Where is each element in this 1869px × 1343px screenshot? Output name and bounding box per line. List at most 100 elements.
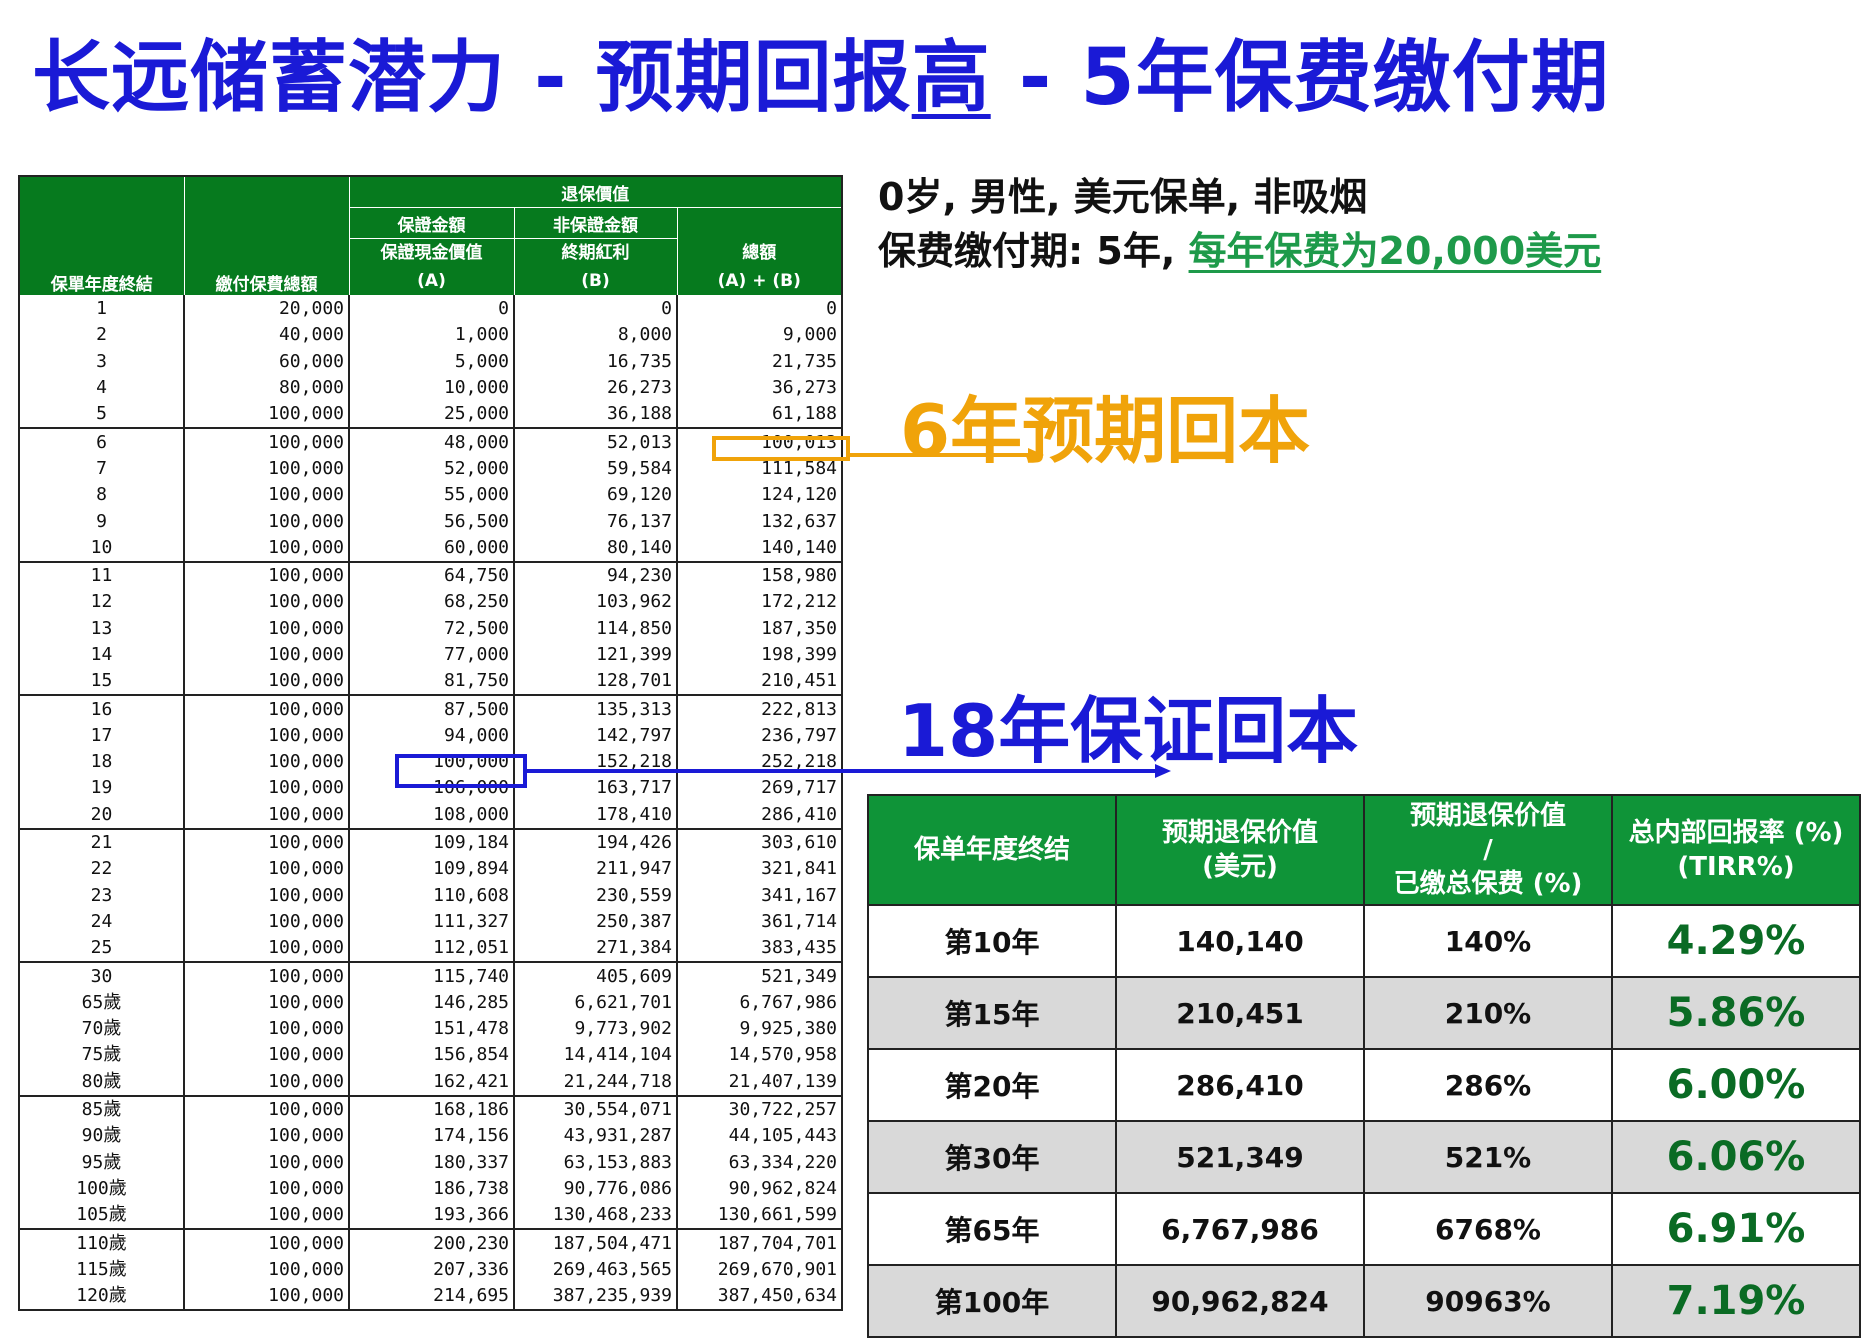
cell-year-end: 22	[18, 856, 185, 883]
table-row: 15 100,000 81,750 128,701 210,451	[18, 668, 843, 697]
summary-cell-year: 第20年	[867, 1048, 1117, 1122]
cell-guaranteed-cash-value: 162,421	[348, 1068, 515, 1097]
cell-total: 36,273	[676, 374, 843, 402]
cell-guaranteed-cash-value: 193,366	[348, 1202, 515, 1231]
title-suffix: - 5年保费缴付期	[990, 33, 1610, 123]
cell-terminal-bonus: 43,931,287	[513, 1123, 678, 1150]
cell-year-end: 5	[18, 401, 185, 430]
cell-total-premium: 100,000	[183, 1068, 350, 1097]
summary-row: 第65年 6,767,986 6768% 6.91%	[867, 1192, 1861, 1266]
blue-arrow-icon	[525, 764, 1171, 778]
table-row: 70歲 100,000 151,478 9,773,902 9,925,380	[18, 1016, 843, 1043]
cell-total-premium: 100,000	[183, 641, 350, 669]
table-row: 8 100,000 55,000 69,120 124,120	[18, 482, 843, 509]
table-row: 80歲 100,000 162,421 21,244,718 21,407,139	[18, 1068, 843, 1097]
header-total-formula: (A) + (B)	[717, 271, 801, 291]
cell-total: 21,735	[676, 348, 843, 375]
cell-terminal-bonus: 94,230	[513, 561, 678, 590]
cell-total-premium: 100,000	[183, 1282, 350, 1312]
summary-header-ratio-line: /	[1483, 835, 1493, 865]
summary-header-ratio-line: 已缴总保费 (%)	[1393, 869, 1583, 899]
policy-info: 0岁, 男性, 美元保单, 非吸烟 保费缴付期: 5年, 每年保费为20,000…	[878, 170, 1601, 278]
cell-total: 9,925,380	[676, 1016, 843, 1043]
cell-year-end: 75歲	[18, 1042, 185, 1069]
cell-terminal-bonus: 269,463,565	[513, 1256, 678, 1283]
cell-year-end: 8	[18, 482, 185, 509]
summary-cell-value: 6,767,986	[1115, 1192, 1365, 1266]
cell-guaranteed-cash-value: 115,740	[348, 962, 515, 990]
cell-total: 90,962,824	[676, 1175, 843, 1203]
table-row: 9 100,000 56,500 76,137 132,637	[18, 508, 843, 535]
cell-terminal-bonus: 52,013	[513, 428, 678, 456]
table-row: 17 100,000 94,000 142,797 236,797	[18, 722, 843, 750]
cell-year-end: 3	[18, 348, 185, 375]
cell-terminal-bonus: 16,735	[513, 348, 678, 375]
cell-terminal-bonus: 163,717	[513, 775, 678, 802]
cell-terminal-bonus: 30,554,071	[513, 1095, 678, 1124]
cell-year-end: 10	[18, 534, 185, 563]
header-gcv-label: 保證現金價值	[380, 243, 483, 263]
cell-total: 210,451	[676, 668, 843, 697]
cell-year-end: 7	[18, 455, 185, 483]
summary-cell-ratio: 90963%	[1363, 1264, 1613, 1338]
table-row: 110歲 100,000 200,230 187,504,471 187,704,701	[18, 1229, 843, 1257]
cell-total: 187,704,701	[676, 1229, 843, 1257]
table-row: 90歲 100,000 174,156 43,931,287 44,105,443	[18, 1123, 843, 1150]
cell-terminal-bonus: 63,153,883	[513, 1149, 678, 1176]
cell-total: 187,350	[676, 615, 843, 642]
table-row: 21 100,000 109,184 194,426 303,610	[18, 828, 843, 857]
cell-total: 341,167	[676, 882, 843, 909]
cell-total: 63,334,220	[676, 1149, 843, 1176]
cell-guaranteed-cash-value: 186,738	[348, 1175, 515, 1203]
cell-guaranteed-cash-value: 56,500	[348, 508, 515, 535]
cell-total: 140,140	[676, 534, 843, 563]
cell-year-end: 110歲	[18, 1229, 185, 1257]
cell-year-end: 11	[18, 561, 185, 590]
cell-total-premium: 100,000	[183, 1202, 350, 1231]
cell-year-end: 100歲	[18, 1175, 185, 1203]
summary-row: 第15年 210,451 210% 5.86%	[867, 976, 1861, 1050]
cell-year-end: 30	[18, 962, 185, 990]
cell-year-end: 25	[18, 935, 185, 964]
summary-row: 第10年 140,140 140% 4.29%	[867, 904, 1861, 978]
cell-guaranteed-cash-value: 200,230	[348, 1229, 515, 1257]
cell-total-premium: 100,000	[183, 589, 350, 616]
table-row: 11 100,000 64,750 94,230 158,980	[18, 561, 843, 590]
table-row: 23 100,000 110,608 230,559 341,167	[18, 882, 843, 909]
table-row: 25 100,000 112,051 271,384 383,435	[18, 935, 843, 964]
cell-guaranteed-cash-value: 25,000	[348, 401, 515, 430]
cell-total: 0	[676, 295, 843, 323]
cell-total-premium: 100,000	[183, 828, 350, 857]
cell-guaranteed-cash-value: 207,336	[348, 1256, 515, 1283]
cell-guaranteed-cash-value: 180,337	[348, 1149, 515, 1176]
cell-terminal-bonus: 250,387	[513, 908, 678, 936]
table-row: 120歲 100,000 214,695 387,235,939 387,450,634	[18, 1282, 843, 1312]
cell-total: 124,120	[676, 482, 843, 509]
cell-total: 14,570,958	[676, 1042, 843, 1069]
cell-guaranteed-cash-value: 64,750	[348, 561, 515, 590]
cell-total-premium: 100,000	[183, 722, 350, 750]
table-row: 115歲 100,000 207,336 269,463,565 269,670,901	[18, 1256, 843, 1283]
premium-term: 保费缴付期: 5年,	[878, 229, 1189, 273]
cell-terminal-bonus: 0	[513, 295, 678, 323]
cell-total: 130,661,599	[676, 1202, 843, 1231]
cell-year-end: 12	[18, 589, 185, 616]
header-guaranteed: 保證金額	[348, 207, 515, 239]
cell-guaranteed-cash-value: 87,500	[348, 695, 515, 723]
cell-year-end: 65歲	[18, 989, 185, 1017]
cell-total: 132,637	[676, 508, 843, 535]
cell-terminal-bonus: 178,410	[513, 801, 678, 830]
cell-year-end: 90歲	[18, 1123, 185, 1150]
cell-total: 44,105,443	[676, 1123, 843, 1150]
summary-header-year-end-line: 保单年度终结	[913, 835, 1070, 865]
cell-total-premium: 100,000	[183, 1095, 350, 1124]
summary-row: 第20年 286,410 286% 6.00%	[867, 1048, 1861, 1122]
cell-total-premium: 80,000	[183, 374, 350, 402]
cell-total-premium: 60,000	[183, 348, 350, 375]
cell-total: 158,980	[676, 561, 843, 590]
cell-terminal-bonus: 387,235,939	[513, 1282, 678, 1312]
table-row: 100歲 100,000 186,738 90,776,086 90,962,824	[18, 1175, 843, 1203]
summary-header-ratio-line: 预期退保价值	[1409, 801, 1566, 831]
summary-cell-tirr: 6.91%	[1611, 1192, 1861, 1266]
table-row: 1 20,000 0 0 0	[18, 295, 843, 323]
